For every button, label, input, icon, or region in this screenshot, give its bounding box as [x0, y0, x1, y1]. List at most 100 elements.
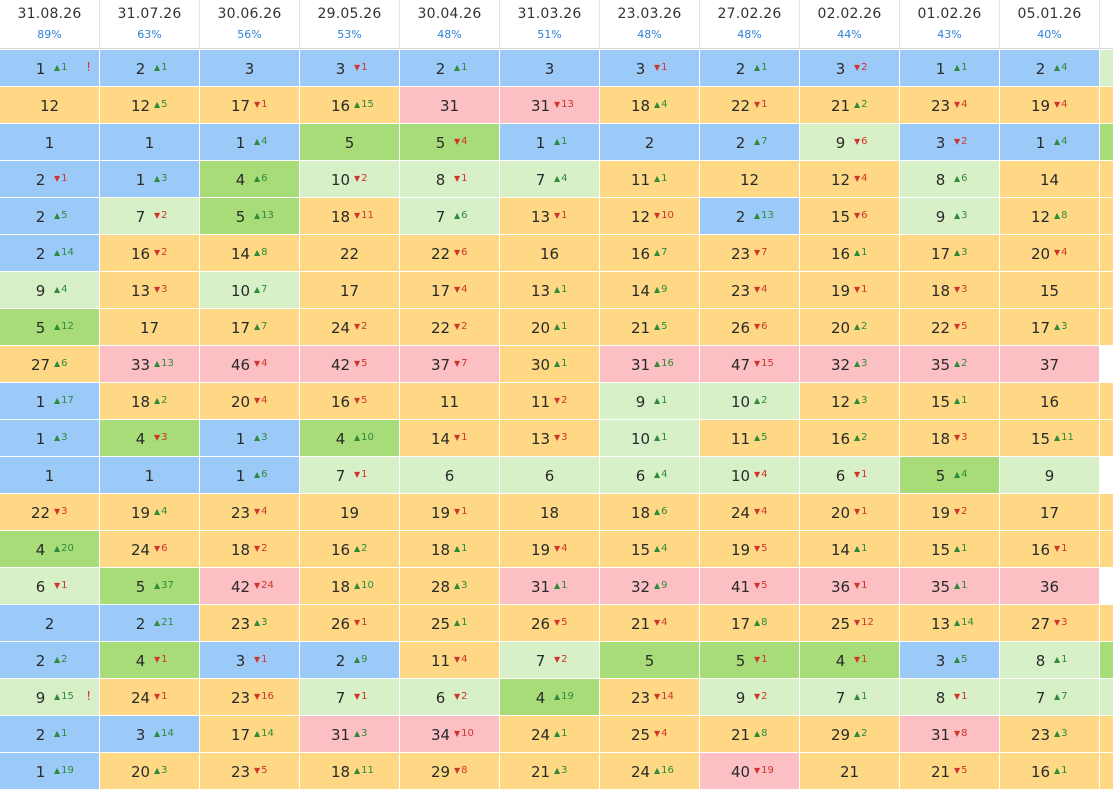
rank-cell[interactable]: 23 ▲3: [1000, 716, 1100, 753]
rank-cell[interactable]: 1: [0, 457, 100, 494]
rank-cell[interactable]: 42 ▼24: [200, 568, 300, 605]
rank-cell[interactable]: [1100, 309, 1113, 346]
rank-cell[interactable]: 20 ▲1: [500, 309, 600, 346]
rank-cell[interactable]: 11 ▲1: [600, 161, 700, 198]
rank-cell[interactable]: 6 ▲4: [600, 457, 700, 494]
rank-cell[interactable]: 3 ▼1: [300, 50, 400, 87]
rank-cell[interactable]: 21 ▲2: [800, 87, 900, 124]
rank-cell[interactable]: 24 ▼6: [100, 531, 200, 568]
rank-cell[interactable]: [1100, 346, 1113, 383]
rank-cell[interactable]: 17 ▲8: [700, 605, 800, 642]
rank-cell[interactable]: [1100, 753, 1113, 790]
rank-cell[interactable]: 23 ▼4: [900, 87, 1000, 124]
rank-cell[interactable]: 2: [0, 605, 100, 642]
rank-cell[interactable]: 13 ▼3: [500, 420, 600, 457]
rank-cell[interactable]: 3 ▲14: [100, 716, 200, 753]
rank-cell[interactable]: 18 ▼2: [200, 531, 300, 568]
rank-cell[interactable]: 16: [500, 235, 600, 272]
column-header[interactable]: 05.01.26 40%: [1000, 0, 1100, 49]
rank-cell[interactable]: [1100, 679, 1113, 716]
rank-cell[interactable]: 8 ▲1: [1000, 642, 1100, 679]
rank-cell[interactable]: [1100, 161, 1113, 198]
rank-cell[interactable]: [1100, 605, 1113, 642]
rank-cell[interactable]: 17 ▲3: [900, 235, 1000, 272]
rank-cell[interactable]: 16 ▲2: [300, 531, 400, 568]
rank-cell[interactable]: 2 ▲5: [0, 198, 100, 235]
rank-cell[interactable]: 12: [0, 87, 100, 124]
rank-cell[interactable]: 40 ▼19: [700, 753, 800, 790]
rank-cell[interactable]: 15 ▲11: [1000, 420, 1100, 457]
rank-cell[interactable]: 22 ▼6: [400, 235, 500, 272]
rank-cell[interactable]: 5 ▲13: [200, 198, 300, 235]
rank-cell[interactable]: 31 ▼8: [900, 716, 1000, 753]
rank-cell[interactable]: 21: [800, 753, 900, 790]
rank-cell[interactable]: 7 ▼2: [100, 198, 200, 235]
rank-cell[interactable]: 5 ▲12: [0, 309, 100, 346]
rank-cell[interactable]: 2 ▲14: [0, 235, 100, 272]
rank-cell[interactable]: 12: [700, 161, 800, 198]
rank-cell[interactable]: 21 ▲8: [700, 716, 800, 753]
rank-cell[interactable]: 17 ▼4: [400, 272, 500, 309]
rank-cell[interactable]: 5: [300, 124, 400, 161]
column-header[interactable]: 31.07.26 63%: [100, 0, 200, 49]
rank-cell[interactable]: 2 ▲7: [700, 124, 800, 161]
rank-cell[interactable]: 37: [1000, 346, 1100, 383]
rank-cell[interactable]: 3 ▼2: [800, 50, 900, 87]
rank-cell[interactable]: 19 ▼1: [400, 494, 500, 531]
rank-cell[interactable]: 10 ▼2: [300, 161, 400, 198]
rank-cell[interactable]: 2 ▲21: [100, 605, 200, 642]
rank-cell[interactable]: 22 ▼3: [0, 494, 100, 531]
rank-cell[interactable]: 1 ▲1: [900, 50, 1000, 87]
rank-cell[interactable]: 31 ▼13: [500, 87, 600, 124]
rank-cell[interactable]: 7 ▲7: [1000, 679, 1100, 716]
rank-cell[interactable]: 17: [1000, 494, 1100, 531]
rank-cell[interactable]: 2 ▲9: [300, 642, 400, 679]
rank-cell[interactable]: 3 ▼2: [900, 124, 1000, 161]
rank-cell[interactable]: 3: [200, 50, 300, 87]
rank-cell[interactable]: 31 ▲16: [600, 346, 700, 383]
rank-cell[interactable]: 8 ▼1: [900, 679, 1000, 716]
rank-cell[interactable]: 7 ▲4: [500, 161, 600, 198]
rank-cell[interactable]: 12 ▼10: [600, 198, 700, 235]
rank-cell[interactable]: 18 ▼3: [900, 272, 1000, 309]
rank-cell[interactable]: 11 ▼4: [400, 642, 500, 679]
rank-cell[interactable]: 19 ▼5: [700, 531, 800, 568]
rank-cell[interactable]: 19 ▼4: [500, 531, 600, 568]
rank-cell[interactable]: 2 ▲1: [400, 50, 500, 87]
rank-cell[interactable]: 14 ▲8: [200, 235, 300, 272]
rank-cell[interactable]: 7 ▲1: [800, 679, 900, 716]
rank-cell[interactable]: [1100, 50, 1113, 87]
rank-cell[interactable]: 9 ▼2: [700, 679, 800, 716]
rank-cell[interactable]: 6: [500, 457, 600, 494]
rank-cell[interactable]: 32 ▲9: [600, 568, 700, 605]
rank-cell[interactable]: 20 ▲2: [800, 309, 900, 346]
rank-cell[interactable]: 12 ▲8: [1000, 198, 1100, 235]
rank-cell[interactable]: 16: [1000, 383, 1100, 420]
rank-cell[interactable]: 31: [400, 87, 500, 124]
rank-cell[interactable]: 5 ▼4: [400, 124, 500, 161]
rank-cell[interactable]: 17 ▲7: [200, 309, 300, 346]
column-header[interactable]: 27.02.26 48%: [700, 0, 800, 49]
rank-cell[interactable]: 1 ▲17: [0, 383, 100, 420]
rank-cell[interactable]: 21 ▼4: [600, 605, 700, 642]
rank-cell[interactable]: 14 ▲1: [800, 531, 900, 568]
rank-cell[interactable]: 25 ▲1: [400, 605, 500, 642]
rank-cell[interactable]: 41 ▼5: [700, 568, 800, 605]
rank-cell[interactable]: [1100, 87, 1113, 124]
rank-cell[interactable]: 9 ▲3: [900, 198, 1000, 235]
rank-cell[interactable]: 1 ▲19: [0, 753, 100, 790]
rank-cell[interactable]: 18 ▼3: [900, 420, 1000, 457]
rank-cell[interactable]: 9 ▲4: [0, 272, 100, 309]
column-header[interactable]: 23.03.26 48%: [600, 0, 700, 49]
rank-cell[interactable]: 42 ▼5: [300, 346, 400, 383]
rank-cell[interactable]: 20 ▼1: [800, 494, 900, 531]
rank-cell[interactable]: [1100, 420, 1113, 457]
rank-cell[interactable]: 24 ▲1: [500, 716, 600, 753]
rank-cell[interactable]: 1: [0, 124, 100, 161]
column-header[interactable]: 30.06.26 56%: [200, 0, 300, 49]
rank-cell[interactable]: 33 ▲13: [100, 346, 200, 383]
rank-cell[interactable]: 14 ▼1: [400, 420, 500, 457]
rank-cell[interactable]: [1100, 383, 1113, 420]
rank-cell[interactable]: 10 ▲2: [700, 383, 800, 420]
rank-cell[interactable]: 19: [300, 494, 400, 531]
